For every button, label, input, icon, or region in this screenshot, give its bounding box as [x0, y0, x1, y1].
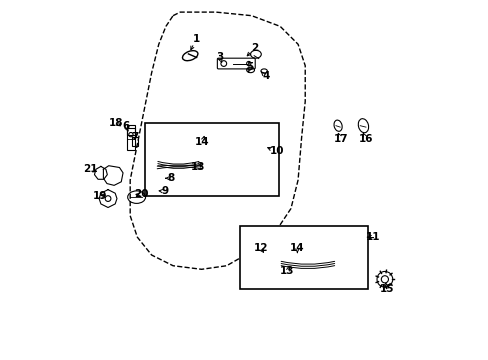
Text: 3: 3	[215, 52, 223, 62]
Bar	[132, 137, 138, 146]
Bar	[240, 226, 367, 289]
Text: 10: 10	[269, 147, 284, 157]
Text: 17: 17	[333, 134, 347, 144]
Text: 6: 6	[122, 121, 129, 131]
Bar	[127, 125, 135, 135]
Text: 13: 13	[190, 162, 205, 172]
Text: 2: 2	[251, 43, 258, 53]
Text: 19: 19	[92, 191, 107, 201]
Text: 11: 11	[365, 232, 380, 242]
Bar	[126, 128, 135, 150]
Bar	[145, 123, 279, 196]
Text: 14: 14	[289, 243, 304, 253]
Bar	[239, 137, 267, 169]
Text: 9: 9	[162, 186, 168, 197]
Text: 21: 21	[83, 164, 97, 174]
Text: 4: 4	[262, 71, 269, 81]
Text: 5: 5	[246, 63, 253, 72]
Text: 18: 18	[108, 118, 123, 128]
Text: 16: 16	[358, 134, 372, 144]
Text: 20: 20	[133, 189, 148, 199]
Text: 12: 12	[253, 243, 267, 253]
Text: 13: 13	[280, 266, 294, 276]
Bar	[337, 243, 365, 275]
Text: 14: 14	[195, 138, 209, 148]
Text: 1: 1	[192, 34, 200, 44]
Text: 15: 15	[379, 284, 394, 294]
Text: 8: 8	[167, 173, 175, 183]
Text: 7: 7	[130, 132, 138, 142]
